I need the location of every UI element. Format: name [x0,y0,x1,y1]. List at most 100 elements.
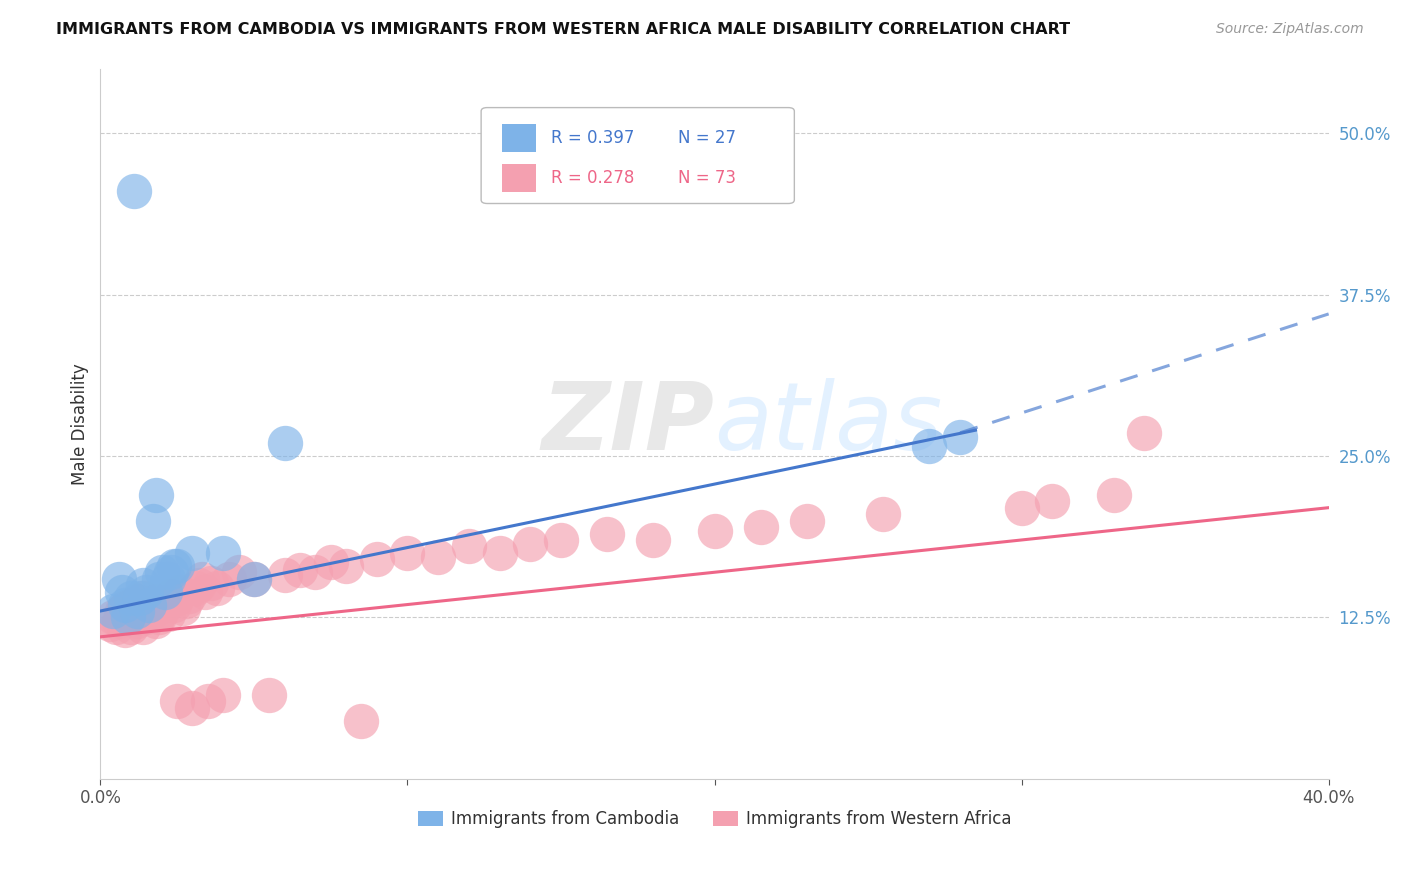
Point [872,507,894,521]
Point [257,688,280,702]
Point [166,694,188,708]
Point [114,598,136,612]
Point [127,604,149,618]
Point [142,514,165,528]
Point [172,601,194,615]
Point [111,604,134,618]
Point [366,552,388,566]
Point [228,566,250,580]
Point [98,616,121,631]
Point [127,593,149,607]
Point [184,581,207,595]
FancyBboxPatch shape [502,124,537,152]
Point [194,584,217,599]
Point [190,572,212,586]
Point [150,566,173,580]
Point [114,601,136,615]
Point [181,701,204,715]
Point [218,572,240,586]
Point [350,714,373,728]
Point [457,540,479,554]
Point [243,572,266,586]
Text: R = 0.278: R = 0.278 [551,169,634,186]
Point [796,514,818,528]
Text: R = 0.397: R = 0.397 [551,128,634,147]
Point [918,439,941,453]
Point [111,584,134,599]
Point [104,619,127,633]
Point [176,593,198,607]
Point [163,598,186,612]
Point [596,526,619,541]
Point [1011,500,1033,515]
Text: Source: ZipAtlas.com: Source: ZipAtlas.com [1216,22,1364,37]
Text: N = 73: N = 73 [678,169,735,186]
Point [132,591,155,606]
Point [187,578,209,592]
Point [205,581,228,595]
Point [1040,494,1063,508]
Point [114,624,136,638]
Point [138,598,160,612]
Point [335,558,357,573]
Point [519,537,541,551]
Point [1102,488,1125,502]
Point [179,589,201,603]
Point [163,558,186,573]
Point [142,604,165,618]
Text: ZIP: ZIP [541,377,714,470]
Text: N = 27: N = 27 [678,128,735,147]
Point [319,555,342,569]
Point [129,604,152,618]
Point [117,610,139,624]
Point [166,558,188,573]
Point [169,584,191,599]
FancyBboxPatch shape [481,108,794,203]
Point [148,572,170,586]
Text: atlas: atlas [714,378,943,469]
Point [120,598,142,612]
Point [120,591,142,606]
Point [160,566,183,580]
Y-axis label: Male Disability: Male Disability [72,363,89,484]
Point [145,488,167,502]
Point [749,520,772,534]
Point [156,607,179,621]
Point [138,598,160,612]
Point [949,430,972,444]
Point [550,533,572,547]
Point [117,610,139,624]
FancyBboxPatch shape [502,163,537,192]
Point [304,566,326,580]
Point [135,601,157,615]
Point [243,572,266,586]
Point [273,436,295,450]
Point [135,610,157,624]
Point [101,610,124,624]
Point [129,591,152,606]
Point [120,619,142,633]
Point [132,578,155,592]
Point [396,546,419,560]
Point [197,694,219,708]
Point [153,584,176,599]
Point [1133,425,1156,440]
Point [129,610,152,624]
Text: IMMIGRANTS FROM CAMBODIA VS IMMIGRANTS FROM WESTERN AFRICA MALE DISABILITY CORRE: IMMIGRANTS FROM CAMBODIA VS IMMIGRANTS F… [56,22,1070,37]
Point [145,615,167,629]
Point [212,688,235,702]
Point [153,598,176,612]
Point [160,589,183,603]
Point [132,619,155,633]
Point [135,584,157,599]
Point [107,615,129,629]
Point [212,546,235,560]
Point [427,549,450,564]
Point [127,615,149,629]
Point [488,546,510,560]
Point [148,610,170,624]
Point [200,575,222,590]
Point [181,546,204,560]
Point [122,184,145,198]
Point [288,563,311,577]
